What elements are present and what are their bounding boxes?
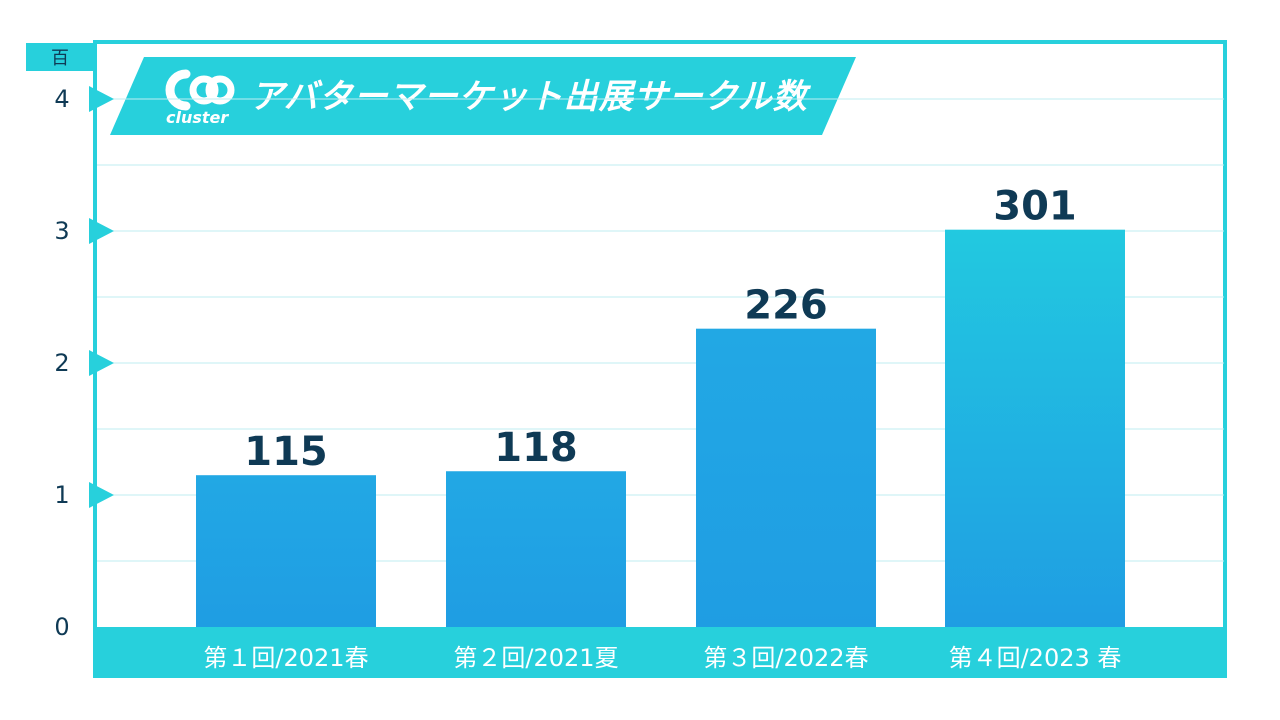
bar [696,328,876,627]
cluster-logo-icon [165,69,235,111]
bar-value-label: 301 [993,184,1077,230]
x-axis-band [95,627,1226,678]
bar [945,229,1125,627]
bar [446,471,626,627]
y-tick-marker [89,350,114,376]
x-category-label: 第３回/2022春 [703,644,868,672]
y-tick-label: 4 [54,85,69,113]
y-unit-tag: 百 [26,43,94,71]
y-tick-label: 1 [54,481,69,509]
title-banner [110,57,856,135]
y-tick-label: 0 [54,613,69,641]
x-category-label: 第４回/2023 春 [949,644,1122,672]
bar-value-label: 226 [744,283,828,329]
x-category-label: 第１回/2021春 [203,644,368,672]
cluster-logo-text: cluster [166,108,229,127]
x-category-label: 第２回/2021夏 [453,644,618,672]
y-tick-marker [89,482,114,508]
y-tick-label: 2 [54,349,69,377]
bar [196,475,376,627]
bar-value-label: 118 [494,425,578,471]
y-tick-marker [89,86,114,112]
bar-value-label: 115 [244,429,328,475]
y-tick-label: 3 [54,217,69,245]
y-tick-marker [89,218,114,244]
chart-title: アバターマーケット出展サークル数 [250,77,808,117]
